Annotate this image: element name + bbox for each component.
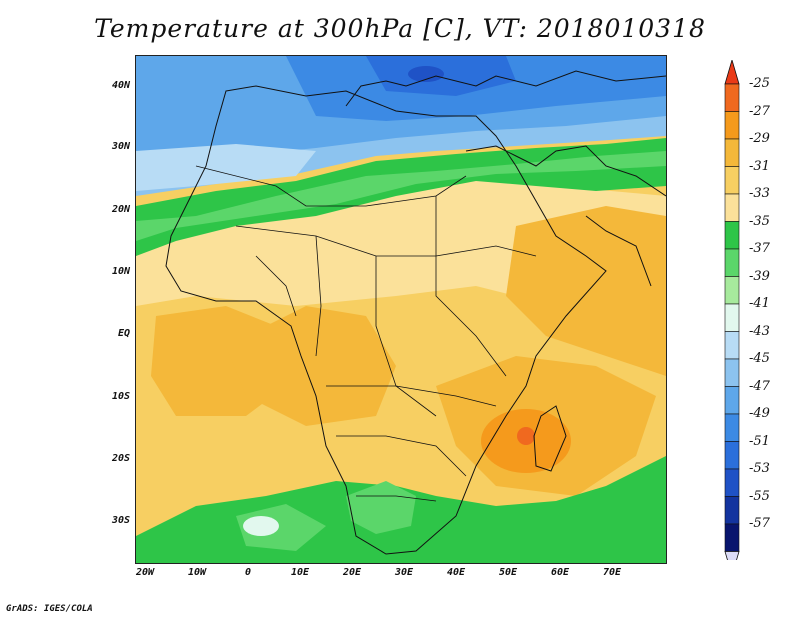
colorbar-segment (724, 193, 740, 222)
field-south-atlantic-green (236, 504, 326, 551)
field-south-africa-green (346, 481, 416, 534)
colorbar-segment (724, 331, 740, 360)
colorbar-segment (724, 413, 740, 442)
colorbar-label: -57 (749, 516, 770, 531)
colorbar-label: -31 (749, 158, 770, 174)
colorbar-label: -43 (749, 323, 770, 339)
colorbar-segment (724, 496, 740, 525)
field-congo-warm (226, 306, 396, 426)
colorbar-label: -41 (749, 296, 770, 311)
lon-tick-label: 60E (550, 567, 570, 578)
colorbar-segment (724, 303, 740, 332)
colorbar-segment (724, 83, 740, 112)
colorbar-segment (724, 111, 740, 140)
lat-tick-label: 30S (111, 515, 130, 526)
colorbar-label: -35 (749, 213, 770, 229)
lat-tick-label: 20S (111, 453, 130, 464)
colorbar-segment (724, 276, 740, 305)
lon-tick-label: 0 (244, 567, 252, 578)
colorbar-over-arrow (724, 60, 740, 85)
colorbar-label: -51 (749, 433, 770, 449)
lon-tick-label: 10W (187, 567, 207, 578)
colorbar-segment (724, 386, 740, 415)
colorbar-segment (724, 221, 740, 250)
colorbar-segment (724, 358, 740, 387)
field-south-pale (243, 516, 279, 536)
colorbar-segment (724, 166, 740, 195)
lat-tick-label: 10S (111, 391, 130, 402)
colorbar-under-arrow (724, 551, 740, 560)
colorbar-label: -47 (749, 378, 770, 394)
lon-tick-label: 10E (290, 567, 310, 578)
lat-tick-label: 10N (111, 266, 130, 277)
country-borders (195, 165, 537, 502)
colorbar-label: -33 (749, 186, 770, 201)
field-atlantic-cool (136, 144, 316, 191)
lon-tick-label: 30E (394, 567, 414, 578)
colorbar-label: -49 (749, 406, 770, 421)
colorbar-label: -29 (749, 131, 770, 146)
field-hotspot (517, 427, 535, 445)
colorbar-label: -25 (749, 76, 770, 91)
coastlines (165, 70, 666, 555)
lon-tick-label: 70E (602, 567, 622, 578)
colorbar-segment (724, 138, 740, 167)
colorbar-segment (724, 441, 740, 470)
colorbar-segment (724, 248, 740, 277)
temperature-map (135, 55, 667, 564)
colorbar-label: -39 (749, 268, 770, 284)
colorbar-label: -27 (749, 103, 770, 119)
lat-tick-label: 30N (111, 141, 130, 152)
map-title: Temperature at 300hPa [C], VT: 201801031… (94, 14, 706, 43)
lat-tick-label: 20N (111, 204, 130, 215)
lat-tick-label: EQ (117, 328, 130, 339)
colorbar-label: -55 (749, 488, 770, 504)
colorbar-segment (724, 523, 740, 552)
colorbar-label: -37 (749, 241, 770, 256)
field-north-light-green (136, 151, 666, 241)
lon-tick-label: 40E (446, 567, 466, 578)
colorbar-label: -45 (749, 351, 770, 366)
colorbar (724, 60, 740, 560)
field-arabian-warm (506, 206, 666, 376)
lat-tick-label: 40N (111, 80, 130, 91)
lon-tick-label: 20E (342, 567, 362, 578)
field-cold-core (408, 66, 444, 82)
lon-tick-label: 20W (135, 567, 155, 578)
colorbar-label: -53 (749, 461, 770, 476)
colorbar-segment (724, 468, 740, 497)
temperature-field (136, 56, 666, 563)
lon-tick-label: 50E (498, 567, 518, 578)
credit-text: GrADS: IGES/COLA (6, 604, 93, 614)
